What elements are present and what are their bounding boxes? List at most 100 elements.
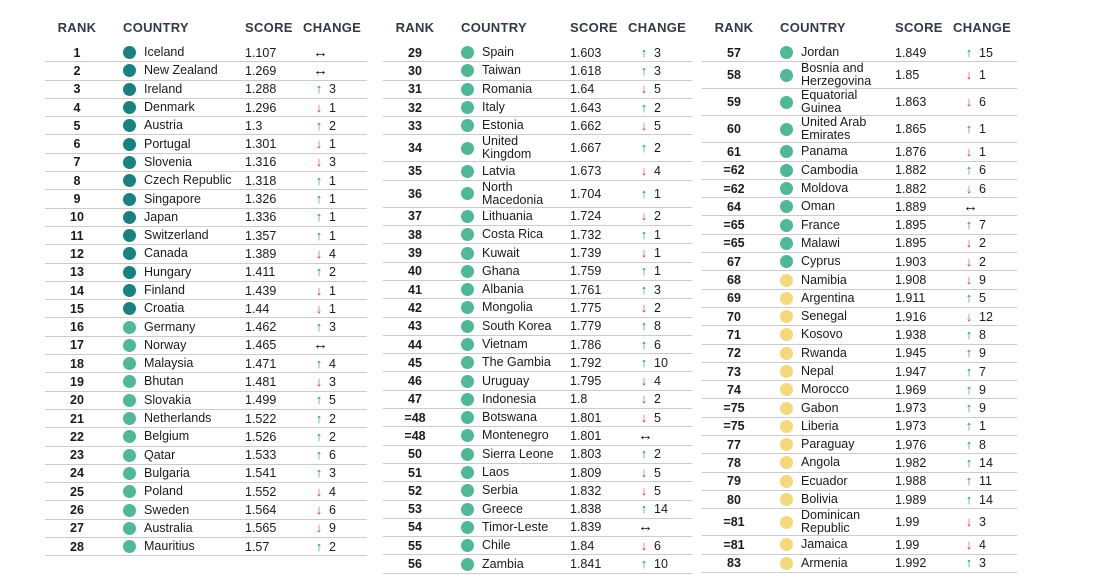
tier-dot-icon	[780, 493, 793, 507]
rank-cell: 13	[70, 265, 84, 280]
table-row: 47 Indonesia 1.8 ↓ 2	[383, 391, 692, 410]
up-arrow-icon: ↑	[315, 264, 323, 280]
rank-cell: 4	[73, 100, 81, 115]
change-value: 9	[979, 401, 986, 416]
country-cell: Bulgaria	[109, 466, 245, 480]
country-label: North Macedonia	[482, 179, 544, 207]
score-cell: 1.99	[895, 537, 920, 552]
country-cell: Belgium	[109, 430, 245, 444]
ranking-block-1: RANK COUNTRY SCORE CHANGE 1 Iceland 1.107 ↔ 2 New…	[45, 18, 367, 557]
score-cell: 1.618	[570, 63, 602, 78]
change-cell: ↑ 3	[303, 466, 367, 480]
change-value: 1	[329, 283, 336, 298]
tier-dot-icon	[123, 320, 136, 334]
score-cell: 1.288	[245, 82, 277, 97]
score-cell: 1.992	[895, 556, 927, 571]
change-value: 1	[654, 264, 661, 279]
country-label: Norway	[144, 337, 187, 352]
table-row: 80 Bolivia 1.989 ↑ 14	[702, 491, 1017, 510]
change-cell: ↑ 11	[953, 474, 1017, 488]
rank-cell: 67	[727, 254, 741, 269]
up-arrow-icon: ↑	[640, 281, 648, 297]
country-cell: Austria	[109, 119, 245, 133]
score-cell: 1.107	[245, 45, 277, 60]
country-cell: Canada	[109, 246, 245, 261]
table-row: =65 Malawi 1.895 ↓ 2	[702, 235, 1017, 254]
table-row: 19 Bhutan 1.481 ↓ 3	[45, 373, 367, 392]
country-cell: Latvia	[447, 164, 570, 178]
down-arrow-icon: ↓	[640, 163, 648, 179]
country-label: Portugal	[144, 136, 191, 151]
up-arrow-icon: ↑	[640, 99, 648, 115]
country-cell: Equatorial Guinea	[766, 89, 895, 115]
country-label: Costa Rica	[482, 227, 544, 242]
country-label: Japan	[144, 209, 179, 224]
score-cell: 1.982	[895, 455, 927, 470]
up-arrow-icon: ↑	[640, 44, 648, 60]
tier-dot-icon	[461, 209, 474, 223]
change-cell: ↓ 3	[303, 375, 367, 389]
change-value: 5	[329, 393, 336, 408]
change-cell: ↓ 5	[628, 484, 692, 498]
tier-dot-icon	[780, 515, 793, 529]
change-value: 15	[979, 45, 993, 60]
change-value: 1	[654, 227, 661, 242]
change-cell: ↓ 9	[953, 273, 1017, 287]
table-row: 23 Qatar 1.533 ↑ 6	[45, 447, 367, 465]
country-label: Canada	[144, 246, 188, 261]
change-value: 5	[654, 465, 661, 480]
tier-dot-icon	[461, 46, 474, 60]
score-cell: 1.779	[570, 319, 602, 334]
change-cell: ↓ 2	[953, 255, 1017, 269]
country-label: Angola	[801, 455, 840, 470]
rank-cell: 73	[727, 364, 741, 379]
country-cell: South Korea	[447, 319, 570, 333]
score-cell: 1.552	[245, 484, 277, 499]
change-cell: ↓ 6	[303, 503, 367, 517]
up-arrow-icon: ↑	[965, 363, 973, 379]
column-header-score: SCORE	[570, 20, 618, 35]
tier-dot-icon	[123, 82, 136, 96]
rank-cell: 51	[408, 465, 422, 480]
no-change-arrow-icon: ↔	[638, 518, 653, 536]
table-row: 41 Albania 1.761 ↑ 3	[383, 281, 692, 300]
tier-dot-icon	[123, 119, 136, 133]
tier-dot-icon	[461, 319, 474, 333]
change-value: 5	[654, 483, 661, 498]
tier-dot-icon	[123, 46, 136, 60]
score-cell: 1.318	[245, 173, 277, 188]
down-arrow-icon: ↓	[640, 409, 648, 425]
change-cell: ↑ 2	[303, 540, 367, 554]
score-cell: 1.969	[895, 382, 927, 397]
tier-dot-icon	[461, 141, 474, 155]
country-cell: Sweden	[109, 503, 245, 517]
rank-cell: 8	[73, 173, 81, 188]
country-label: Laos	[482, 465, 510, 480]
down-arrow-icon: ↓	[965, 180, 973, 196]
country-cell: Jordan	[766, 46, 895, 60]
score-cell: 1.938	[895, 327, 927, 342]
change-value: 9	[979, 382, 986, 397]
table-row: 16 Germany 1.462 ↑ 3	[45, 318, 367, 337]
rank-cell: 10	[70, 210, 84, 225]
up-arrow-icon: ↑	[315, 355, 323, 371]
rank-cell: 19	[70, 374, 84, 389]
country-label: Oman	[801, 199, 836, 214]
change-value: 4	[329, 484, 336, 499]
country-label: Malaysia	[144, 356, 194, 371]
up-arrow-icon: ↑	[640, 140, 648, 156]
change-cell: ↑ 2	[303, 119, 367, 133]
tier-dot-icon	[780, 456, 793, 470]
up-arrow-icon: ↑	[965, 473, 973, 489]
table-row: =75 Gabon 1.973 ↑ 9	[702, 399, 1017, 418]
rank-cell: 47	[408, 392, 422, 407]
score-cell: 1.973	[895, 419, 927, 434]
change-value: 5	[979, 291, 986, 306]
change-value: 2	[654, 141, 661, 156]
change-cell: ↑ 3	[303, 320, 367, 334]
change-value: 1	[979, 68, 986, 83]
table-row: 3 Ireland 1.288 ↑ 3	[45, 81, 367, 99]
rank-cell: 46	[408, 374, 422, 389]
change-value: 6	[654, 538, 661, 553]
rank-cell: 16	[70, 320, 84, 335]
